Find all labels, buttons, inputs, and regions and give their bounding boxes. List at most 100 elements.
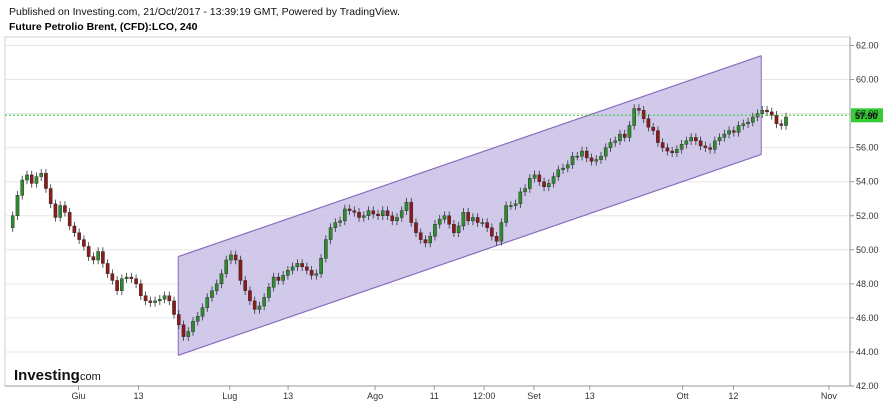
- candle-body: [423, 239, 428, 244]
- candle-body: [694, 137, 698, 142]
- candle-body: [328, 227, 333, 240]
- y-tick-label: 54.00: [856, 177, 879, 187]
- candle-body: [442, 215, 447, 220]
- candle-body: [295, 263, 300, 268]
- candle-body: [414, 222, 418, 233]
- x-tick-label: 13: [134, 391, 144, 401]
- candle-body: [82, 239, 86, 247]
- candle-body: [139, 283, 143, 296]
- y-tick-label: 62.00: [856, 41, 879, 51]
- candle-body: [300, 263, 304, 268]
- candle-body: [319, 258, 323, 274]
- candle-body: [651, 127, 655, 131]
- candle-body: [105, 263, 110, 274]
- candle-body: [599, 155, 603, 160]
- candle-body: [191, 321, 195, 332]
- candle-body: [101, 251, 105, 264]
- candle-body: [186, 331, 191, 337]
- candle-body: [589, 157, 594, 162]
- y-tick-label: 46.00: [856, 313, 879, 323]
- candle-body: [594, 159, 599, 162]
- candle-body: [452, 224, 456, 233]
- candle-body: [485, 222, 489, 228]
- candle-body: [158, 298, 162, 302]
- y-tick-label: 50.00: [856, 245, 879, 255]
- candle-body: [39, 172, 44, 177]
- candle-body: [338, 220, 342, 223]
- candle-body: [10, 215, 15, 228]
- candle-body: [708, 147, 712, 150]
- y-tick-label: 58.00: [856, 109, 879, 119]
- candle-body: [352, 210, 357, 213]
- candle-body: [518, 191, 523, 205]
- candle-body: [627, 125, 632, 138]
- candle-body: [376, 213, 380, 216]
- candle-body: [675, 149, 679, 153]
- candle-body: [618, 133, 622, 142]
- candle-body: [20, 179, 25, 196]
- candle-body: [252, 300, 257, 310]
- candle-body: [556, 169, 561, 177]
- x-tick-label: Nov: [821, 391, 838, 401]
- candle-body: [499, 222, 504, 242]
- x-tick-label: 12:00: [473, 391, 496, 401]
- candle-body: [409, 201, 414, 223]
- candle-body: [233, 254, 238, 261]
- candle-body: [670, 150, 674, 153]
- candle-body: [532, 174, 537, 179]
- candle-body: [494, 235, 499, 242]
- candle-body: [248, 290, 252, 302]
- candle-body: [333, 222, 338, 228]
- candle-body: [91, 256, 96, 261]
- candle-body: [570, 155, 575, 165]
- candle-body: [736, 125, 741, 133]
- candle-body: [404, 201, 409, 211]
- candle-body: [608, 142, 613, 148]
- candle-body: [395, 217, 399, 222]
- candle-body: [528, 178, 532, 189]
- candle-body: [698, 140, 703, 147]
- candle-body: [290, 266, 295, 271]
- candle-body: [25, 174, 29, 181]
- candles: [10, 104, 788, 341]
- y-tick-label: 60.00: [856, 75, 879, 85]
- candle-body: [399, 210, 404, 218]
- candle-body: [148, 300, 153, 303]
- candle-body: [176, 314, 181, 325]
- candle-body: [656, 130, 660, 143]
- candle-body: [143, 295, 148, 302]
- candle-body: [224, 259, 229, 274]
- candle-body: [314, 273, 319, 276]
- y-tick-label: 42.00: [856, 381, 879, 391]
- candle-body: [366, 210, 371, 216]
- x-tick-label: Lug: [222, 391, 237, 401]
- candle-body: [34, 176, 39, 184]
- candle-body: [257, 305, 262, 310]
- x-tick-label: 11: [430, 391, 439, 401]
- candle-body: [632, 108, 636, 126]
- candle-body: [509, 205, 513, 207]
- candle-body: [646, 118, 651, 128]
- channel-fill: [178, 55, 762, 356]
- candle-body: [547, 183, 551, 188]
- candle-body: [67, 212, 72, 227]
- candle-body: [784, 116, 788, 126]
- candle-body: [110, 273, 115, 281]
- candle-body: [210, 290, 214, 298]
- candle-body: [523, 188, 527, 193]
- candle-body: [238, 259, 243, 281]
- candle-body: [53, 203, 58, 218]
- candle-body: [660, 142, 665, 148]
- current-price-line: 57.90: [5, 108, 883, 123]
- candle-body: [200, 307, 205, 317]
- candle-body: [124, 276, 129, 279]
- brand-suffix: .com: [77, 371, 101, 383]
- candle-body: [343, 208, 347, 222]
- channel-lower-line: [178, 153, 762, 356]
- candle-body: [15, 195, 20, 216]
- candle-body: [305, 266, 309, 271]
- candle-body: [286, 270, 290, 276]
- candle-body: [580, 150, 584, 157]
- brand-name: Investing: [14, 367, 80, 384]
